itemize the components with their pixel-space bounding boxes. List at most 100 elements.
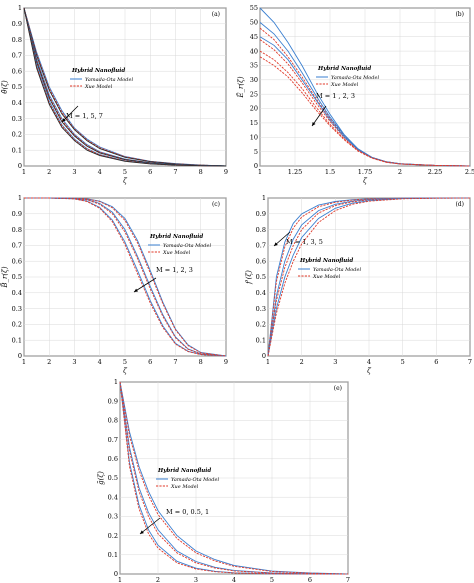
- legend-title: Hybrid Nanofluid: [149, 234, 203, 240]
- parameter-label: M = 1, 3, 5: [286, 238, 323, 246]
- series-line-xue: [23, 7, 227, 167]
- legend-title: Hybrid Nanofluid: [299, 258, 353, 264]
- y-tick-label: 25: [250, 90, 258, 98]
- y-tick-label: 1: [262, 194, 266, 202]
- y-tick-label: 40: [250, 47, 258, 55]
- legend-entry-xue: Xue Model: [312, 274, 341, 280]
- legend-title: Hybrid Nanofluid: [157, 468, 211, 474]
- legend-entry-yamada: Yamada-Ota Model: [171, 477, 219, 483]
- x-tick-label: 2.5: [465, 168, 474, 176]
- y-tick-label: 0.9: [12, 20, 22, 28]
- legend-entry-xue: Xue Model: [84, 84, 113, 90]
- x-tick-label: 1.5: [325, 168, 335, 176]
- x-tick-label: 5: [270, 576, 274, 583]
- y-tick-label: 5: [254, 148, 258, 156]
- x-tick-label: 4: [98, 358, 102, 366]
- x-axis-label: ζ: [123, 177, 128, 185]
- arrow-head: [134, 288, 138, 292]
- y-tick-label: 0.5: [256, 273, 266, 281]
- chart-panel-e: 123456700.10.20.30.40.50.60.70.80.91ζg̃(…: [96, 378, 350, 583]
- x-tick-label: 3: [72, 168, 76, 176]
- y-tick-label: 0.4: [12, 289, 22, 297]
- series-line-xue: [267, 197, 470, 357]
- arrow-head: [312, 122, 316, 126]
- x-tick-label: 3: [333, 358, 337, 366]
- panel-tag: (a): [212, 11, 220, 18]
- series-line-xue: [24, 197, 227, 357]
- chart-panel-b: 1 1.25 1.5 1.75 2 2.25 2.5 0 5 10 15 20 25 30 35 40 45 50…: [236, 4, 474, 185]
- y-tick-label: 0.3: [12, 305, 22, 313]
- y-tick-label: 0.3: [12, 115, 22, 123]
- y-tick-label: 55: [250, 4, 258, 12]
- y-tick-label: 0.1: [256, 336, 266, 344]
- y-tick-label: 10: [250, 133, 258, 141]
- y-tick-label: 0.6: [256, 257, 266, 265]
- y-tick-label: 0.2: [256, 321, 266, 329]
- y-tick-label: 0.7: [12, 52, 22, 60]
- y-tick-label: 0.9: [108, 397, 118, 405]
- legend-entry-xue: Xue Model: [170, 484, 199, 490]
- y-tick-label: 0.8: [108, 417, 118, 425]
- legend-entry-yamada: Yamada-Ota Model: [85, 77, 133, 83]
- y-tick-label: 0.5: [12, 83, 22, 91]
- parameter-label: M = 0, 0.5, 1: [166, 508, 209, 516]
- y-tick-label: 0.5: [108, 474, 118, 482]
- arrow-shaft: [311, 105, 327, 127]
- y-tick-label: 0.2: [12, 321, 22, 329]
- y-tick-label: 20: [250, 105, 258, 113]
- x-tick-label: 6: [148, 358, 152, 366]
- y-tick-label: 0.6: [12, 257, 22, 265]
- y-tick-label: 0.8: [12, 36, 22, 44]
- series-line-xue: [24, 197, 227, 357]
- chart-panel-a: 1 2 3 4 5 6 7 8 9 0 0.1 0.2 0.3 0.4 0.5 0.6 0.7 0.8 0.9 1 ζ θ…: [0, 4, 228, 185]
- x-tick-label: 8: [199, 358, 203, 366]
- series-line-hybrid: [23, 7, 227, 167]
- y-tick-label: 0.1: [12, 146, 22, 154]
- x-tick-label: 5: [123, 168, 127, 176]
- y-tick-label: 0.2: [12, 131, 22, 139]
- x-tick-label: 6: [308, 576, 312, 583]
- x-tick-label: 7: [468, 358, 472, 366]
- panel-tag: (e): [334, 385, 342, 392]
- y-tick-label: 15: [250, 119, 258, 127]
- x-tick-label: 2: [300, 358, 304, 366]
- legend-entry-xue: Xue Model: [330, 82, 359, 88]
- y-tick-label: 0.3: [108, 513, 118, 521]
- series-line-xue: [23, 7, 227, 167]
- arrow-head: [62, 118, 66, 122]
- x-tick-label: 4: [367, 358, 371, 366]
- x-tick-label: 6: [434, 358, 438, 366]
- y-tick-label: 0: [254, 162, 258, 170]
- x-tick-label: 7: [173, 358, 177, 366]
- x-tick-label: 1: [22, 168, 26, 176]
- x-tick-label: 5: [123, 358, 127, 366]
- x-tick-label: 5: [401, 358, 405, 366]
- series-line-yamada: [119, 381, 348, 575]
- x-tick-label: 4: [98, 168, 102, 176]
- y-tick-label: 0.4: [12, 99, 22, 107]
- y-tick-label: 30: [250, 76, 258, 84]
- x-tick-label: 1.75: [358, 168, 372, 176]
- y-axis-label: g̃(ζ): [96, 471, 105, 485]
- x-tick-label: 7: [346, 576, 350, 583]
- y-tick-label: 0.2: [108, 532, 118, 540]
- parameter-label: M = 1, 2, 3: [156, 266, 193, 274]
- series-line-xue: [119, 381, 349, 575]
- arrow-shaft: [61, 105, 79, 123]
- y-tick-label: 0.4: [108, 493, 118, 501]
- y-axis-label: B̃_r(ζ): [1, 266, 9, 289]
- legend-entry-xue: Xue Model: [162, 250, 191, 256]
- x-tick-label: 1.25: [288, 168, 302, 176]
- legend-title: Hybrid Nanofluid: [71, 68, 125, 74]
- series-line-yamada: [119, 381, 349, 575]
- panel-tag: (b): [455, 11, 464, 18]
- x-tick-label: 2.25: [428, 168, 442, 176]
- y-tick-label: 0.6: [12, 67, 22, 75]
- y-tick-label: 0.3: [256, 305, 266, 313]
- x-tick-label: 8: [199, 168, 203, 176]
- y-axis-label: θ̃(ζ): [0, 80, 9, 94]
- y-tick-label: 0.7: [12, 242, 22, 250]
- y-tick-label: 1: [18, 4, 22, 12]
- x-tick-label: 4: [232, 576, 236, 583]
